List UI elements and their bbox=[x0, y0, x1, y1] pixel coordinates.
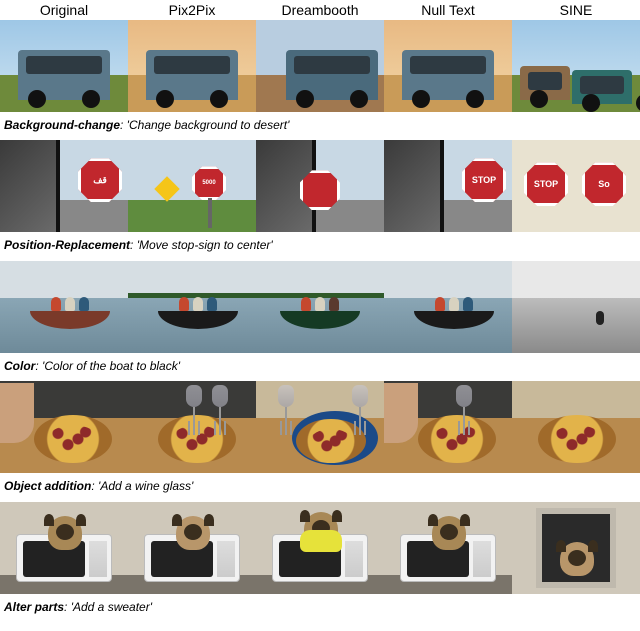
task-prompt: Add a wine glass bbox=[100, 479, 191, 493]
pug-icon bbox=[560, 542, 594, 576]
col-dreambooth: Dreambooth bbox=[256, 2, 384, 18]
stop-sign-icon: STOP bbox=[462, 158, 506, 202]
stop-sign-icon: 5000 bbox=[192, 166, 226, 200]
col-nulltext: Null Text bbox=[384, 2, 512, 18]
wine-glass-icon bbox=[456, 385, 472, 425]
pug-icon bbox=[432, 516, 466, 550]
wine-glass-icon bbox=[186, 385, 202, 425]
pug-icon bbox=[48, 516, 82, 550]
stop-sign-icon bbox=[300, 170, 340, 210]
r5-sine bbox=[512, 502, 640, 594]
wine-glass-icon bbox=[352, 385, 368, 425]
r5-pix2pix bbox=[128, 502, 256, 594]
r3-nulltext bbox=[384, 261, 512, 353]
r3-dreambooth bbox=[256, 261, 384, 353]
r3-original bbox=[0, 261, 128, 353]
column-header-row: Original Pix2Pix Dreambooth Null Text SI… bbox=[0, 0, 640, 20]
wine-glass-icon bbox=[278, 385, 294, 425]
pug-icon bbox=[304, 512, 338, 546]
r4-original bbox=[0, 381, 128, 473]
caption-background-change: Background-change: 'Change background to… bbox=[0, 112, 640, 140]
r2-dreambooth bbox=[256, 140, 384, 232]
r4-sine bbox=[512, 381, 640, 473]
r5-nulltext bbox=[384, 502, 512, 594]
task-prompt: Add a sweater bbox=[73, 600, 150, 614]
caption-alter-parts: Alter parts: 'Add a sweater' bbox=[0, 594, 640, 622]
caption-position-replacement: Position-Replacement: 'Move stop-sign to… bbox=[0, 232, 640, 260]
task-prompt: Change background to desert bbox=[129, 118, 287, 132]
r4-nulltext bbox=[384, 381, 512, 473]
row-alter-parts bbox=[0, 502, 640, 594]
col-original: Original bbox=[0, 2, 128, 18]
task-label: Object addition bbox=[4, 479, 91, 493]
r2-pix2pix: 5000 bbox=[128, 140, 256, 232]
row-position-replacement: قف 5000 STOP STOP So bbox=[0, 140, 640, 232]
col-pix2pix: Pix2Pix bbox=[128, 2, 256, 18]
caption-color: Color: 'Color of the boat to black' bbox=[0, 353, 640, 381]
row-object-addition bbox=[0, 381, 640, 473]
r4-dreambooth bbox=[256, 381, 384, 473]
r4-pix2pix bbox=[128, 381, 256, 473]
wine-glass-icon bbox=[212, 385, 228, 425]
comparison-figure: Original Pix2Pix Dreambooth Null Text SI… bbox=[0, 0, 640, 622]
r2-sine: STOP So bbox=[512, 140, 640, 232]
r1-pix2pix bbox=[128, 20, 256, 112]
r5-dreambooth bbox=[256, 502, 384, 594]
r1-nulltext bbox=[384, 20, 512, 112]
task-label: Position-Replacement bbox=[4, 238, 130, 252]
task-label: Color bbox=[4, 359, 35, 373]
r1-dreambooth bbox=[256, 20, 384, 112]
r5-original bbox=[0, 502, 128, 594]
task-label: Alter parts bbox=[4, 600, 64, 614]
row-color bbox=[0, 261, 640, 353]
sweater-icon bbox=[300, 530, 342, 552]
r1-sine bbox=[512, 20, 640, 112]
r2-nulltext: STOP bbox=[384, 140, 512, 232]
r3-pix2pix bbox=[128, 261, 256, 353]
caption-object-addition: Object addition: 'Add a wine glass' bbox=[0, 473, 640, 501]
r1-original bbox=[0, 20, 128, 112]
col-sine: SINE bbox=[512, 2, 640, 18]
task-prompt: Color of the boat to black bbox=[44, 359, 177, 373]
stop-sign-icon: So bbox=[582, 162, 626, 206]
stop-sign-icon: قف bbox=[78, 158, 122, 202]
task-prompt: Move stop-sign to center bbox=[139, 238, 270, 252]
r3-sine bbox=[512, 261, 640, 353]
r2-original: قف bbox=[0, 140, 128, 232]
stop-sign-icon: STOP bbox=[524, 162, 568, 206]
pug-icon bbox=[176, 516, 210, 550]
row-background-change bbox=[0, 20, 640, 112]
task-label: Background-change bbox=[4, 118, 120, 132]
